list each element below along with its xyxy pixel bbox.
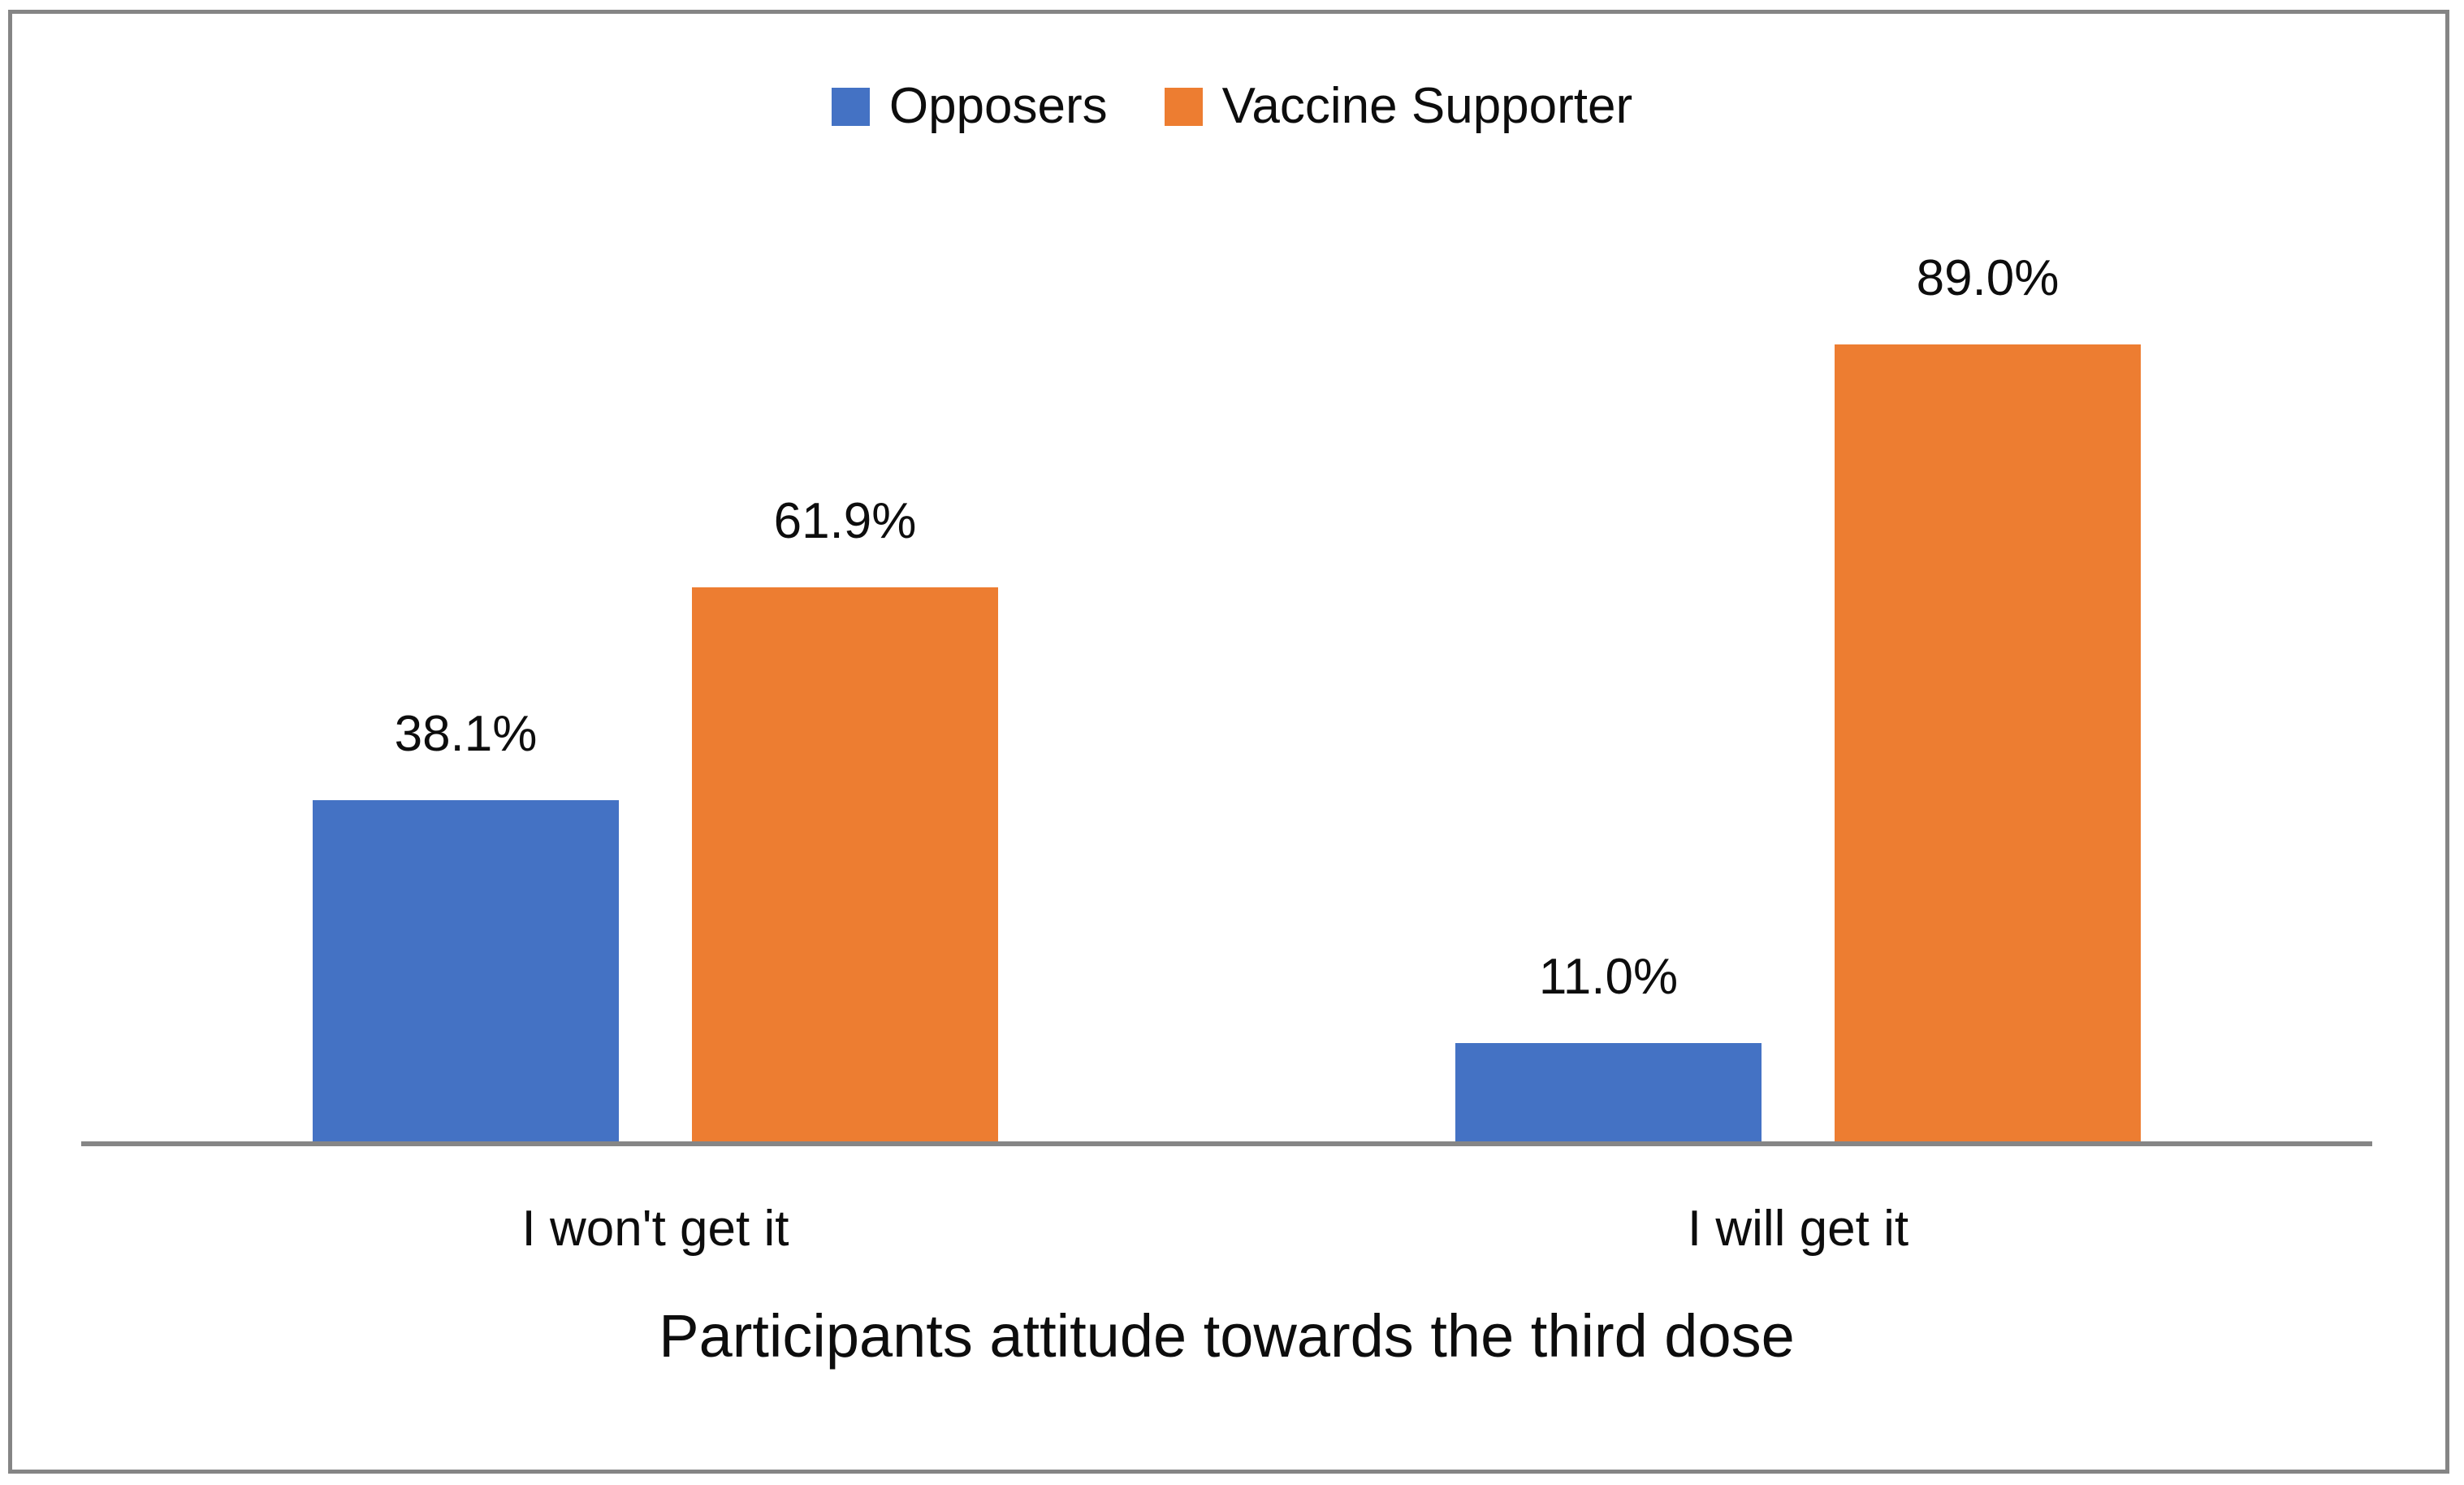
bar-vaccine-supporter-group1 <box>1835 344 2141 1141</box>
bar-vaccine-supporter-group0 <box>692 587 998 1141</box>
chart-border <box>8 10 2449 1474</box>
data-label-vaccine-supporter-group1: 89.0% <box>1916 250 2060 306</box>
data-label-opposers-group0: 38.1% <box>394 706 538 762</box>
data-label-opposers-group1: 11.0% <box>1538 949 1679 1005</box>
legend-swatch-opposers <box>831 87 870 126</box>
legend-item-opposers: Opposers <box>831 78 1108 134</box>
legend-label-opposers: Opposers <box>888 78 1108 134</box>
x-axis-title: Participants attitude towards the third … <box>659 1302 1795 1370</box>
bar-opposers-group0 <box>313 800 619 1141</box>
data-label-vaccine-supporter-group0: 61.9% <box>773 493 917 549</box>
bar-opposers-group1 <box>1455 1043 1762 1141</box>
category-label-will-get-it: I will get it <box>1687 1201 1909 1257</box>
legend-swatch-vaccine-supporter <box>1164 87 1203 126</box>
x-axis-line <box>81 1141 2372 1146</box>
legend-label-vaccine-supporter: Vaccine Supporter <box>1221 78 1633 134</box>
legend-item-vaccine-supporter: Vaccine Supporter <box>1164 78 1633 134</box>
legend: Opposers Vaccine Supporter <box>0 81 2464 132</box>
category-label-wont-get-it: I won't get it <box>521 1201 789 1257</box>
